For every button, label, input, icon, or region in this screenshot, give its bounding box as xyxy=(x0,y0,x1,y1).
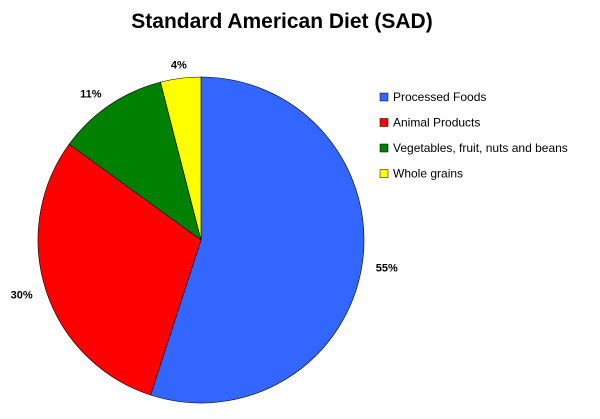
slice-label-processed-foods: 55% xyxy=(376,263,398,275)
pie-slices xyxy=(37,76,365,404)
pie-slice-processed-foods xyxy=(150,76,365,404)
legend-swatch-whole-grains xyxy=(379,169,389,178)
legend-swatch-animal-products xyxy=(379,118,389,127)
legend-swatch-processed-foods xyxy=(379,92,389,102)
legend-label-whole-grains: Whole grains xyxy=(393,167,463,181)
legend-label-animal-products: Animal Products xyxy=(393,116,480,130)
pie-slice-vegetables-fruit-nuts-and-beans xyxy=(68,81,202,241)
pie-slice-animal-products xyxy=(37,143,202,396)
legend-label-vegetables-fruit-nuts-and-beans: Vegetables, fruit, nuts and beans xyxy=(393,141,568,155)
chart-title: Standard American Diet (SAD) xyxy=(131,10,432,33)
slice-label-animal-products: 30% xyxy=(11,290,33,302)
legend-swatch-vegetables-fruit-nuts-and-beans xyxy=(379,143,389,153)
legend: Processed Foods Animal Products Vegetables… xyxy=(379,90,568,181)
slice-label-whole-grains: 4% xyxy=(171,59,187,71)
pie-slice-labels: 55% 30% 11% 4% xyxy=(11,59,398,301)
pie-slice-whole-grains xyxy=(160,76,202,241)
legend-label-processed-foods: Processed Foods xyxy=(393,90,486,104)
slice-label-vegetables-fruit-nuts-and-beans: 11% xyxy=(80,89,102,101)
